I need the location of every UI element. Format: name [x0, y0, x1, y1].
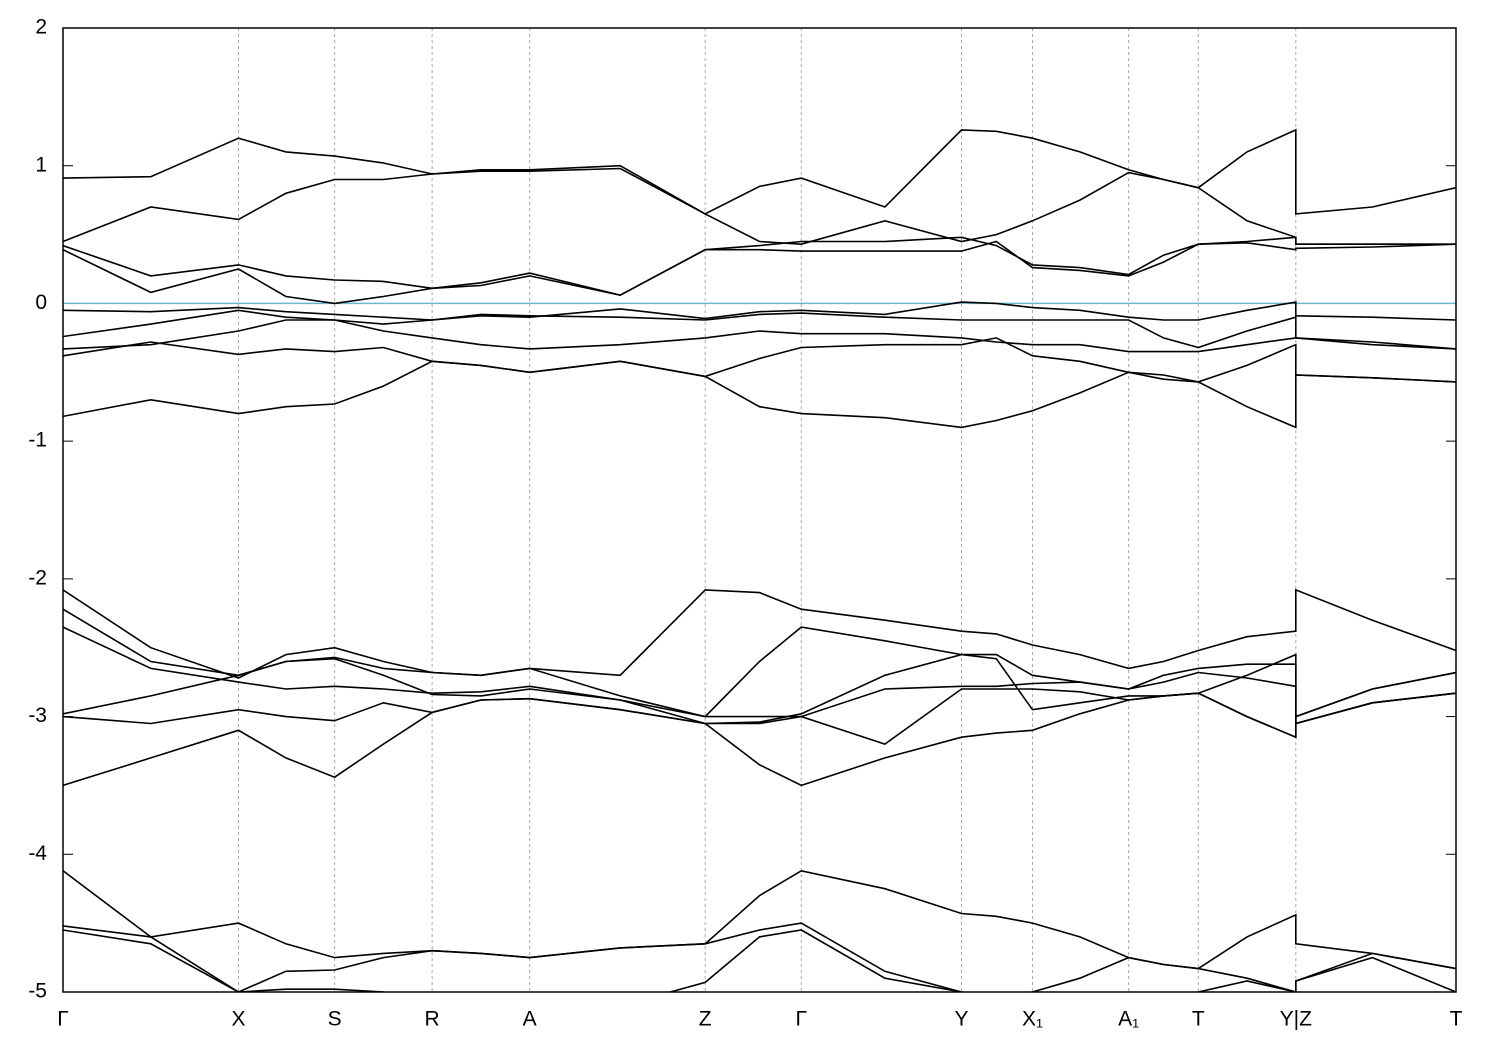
band-line: [63, 309, 1456, 350]
band-line: [63, 929, 1456, 992]
y-tick-label: 0: [35, 291, 47, 314]
band-line: [63, 360, 1456, 429]
x-tick-label: T: [1192, 1008, 1205, 1031]
y-tick-label: -3: [28, 704, 47, 727]
x-tick-label: X₁: [1022, 1008, 1043, 1031]
x-tick-label: Z: [699, 1008, 712, 1031]
x-tick-label: Y: [954, 1008, 968, 1031]
x-tick-label: A₁: [1118, 1008, 1139, 1031]
band-line: [63, 608, 1456, 718]
band-line: [63, 337, 1456, 383]
y-tick-label: -5: [28, 980, 47, 1003]
band-line: [63, 922, 1456, 992]
x-tick-label: A: [523, 1008, 537, 1031]
x-tick-label: Γ: [796, 1008, 808, 1031]
x-tick-label: Y|Z: [1280, 1008, 1312, 1031]
x-tick-label: X: [232, 1008, 246, 1031]
band-line: [63, 588, 1456, 679]
x-tick-label: S: [328, 1008, 342, 1031]
x-tick-label: R: [425, 1008, 440, 1031]
x-tick-label: Γ: [57, 1008, 69, 1031]
y-tick-label: -1: [28, 429, 47, 452]
band-line: [63, 626, 1456, 725]
band-line: [63, 167, 1456, 246]
band-line: [63, 319, 1456, 353]
band-line: [63, 128, 1456, 215]
band-line: [63, 671, 1456, 745]
grid: [62, 27, 1457, 993]
band-line: [63, 301, 1456, 321]
y-tick-label: 2: [35, 16, 47, 39]
band-line: [63, 869, 1456, 970]
x-tick-label: T: [1450, 1008, 1463, 1031]
y-tick-label: -4: [28, 842, 47, 865]
bands: [63, 128, 1456, 992]
plot-frame: [62, 27, 1457, 993]
band-line: [63, 653, 1456, 725]
band-line: [63, 692, 1456, 787]
y-tick-label: 1: [35, 153, 47, 176]
y-tick-label: -2: [28, 566, 47, 589]
band-line: [63, 240, 1456, 305]
band-line: [63, 236, 1456, 297]
